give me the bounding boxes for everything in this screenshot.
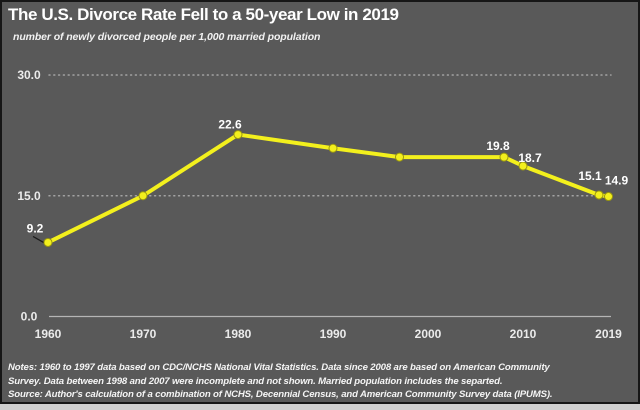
x-tick-label-2000: 2000 — [415, 327, 442, 341]
data-point-1980 — [233, 130, 243, 140]
x-tick-label-1980: 1980 — [225, 327, 252, 341]
data-label-1980: 22.6 — [218, 118, 242, 132]
data-label-2019: 14.9 — [605, 174, 629, 188]
data-point-2010 — [518, 161, 528, 171]
data-label-2018: 15.1 — [578, 169, 602, 183]
y-tick-label-15.0: 15.0 — [17, 189, 41, 203]
data-label-2010: 18.7 — [518, 151, 542, 165]
chart-title: The U.S. Divorce Rate Fell to a 50-year … — [8, 5, 399, 24]
notes-line-3: Source: Author's calculation of a combin… — [8, 389, 553, 400]
x-tick-label-1960: 1960 — [35, 327, 62, 341]
x-tick-label-2010: 2010 — [510, 327, 537, 341]
data-label-2008: 19.8 — [486, 139, 510, 153]
y-tick-label-0.0: 0.0 — [21, 310, 38, 324]
data-point-1960 — [43, 237, 53, 247]
data-point-2018 — [594, 190, 604, 200]
y-tick-label-30.0: 30.0 — [17, 68, 41, 82]
x-tick-label-1990: 1990 — [320, 327, 347, 341]
data-point-1990 — [328, 143, 338, 153]
notes-line-2: Survey. Data between 1998 and 2007 were … — [8, 375, 503, 387]
data-point-1970 — [138, 191, 148, 201]
data-point-2019 — [604, 192, 613, 202]
data-label-1960: 9.2 — [27, 221, 44, 235]
data-point-2008 — [499, 152, 509, 162]
chart-subtitle: number of newly divorced people per 1,00… — [13, 31, 321, 43]
data-point-1997 — [395, 152, 404, 162]
chart-notes: Notes: 1960 to 1997 data based on CDC/NC… — [8, 361, 628, 402]
x-tick-label-1970: 1970 — [130, 327, 157, 341]
x-tick-label-2019: 2019 — [595, 327, 622, 341]
notes-line-1: Notes: 1960 to 1997 data based on CDC/NC… — [8, 362, 550, 373]
